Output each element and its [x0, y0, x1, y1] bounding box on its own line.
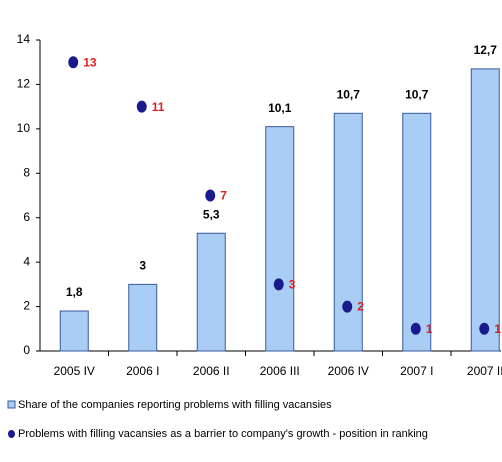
- bar-value-label: 10,7: [337, 87, 361, 101]
- x-tick-label: 2006 III: [260, 364, 300, 378]
- bar: [196, 232, 226, 352]
- x-tick-label: 2005 IV: [54, 364, 95, 378]
- dot-value-label: 11: [152, 100, 165, 114]
- bar-value-label: 5,3: [203, 207, 220, 221]
- x-tick-label: 2007 I: [400, 364, 433, 378]
- y-tick-label: 10: [17, 121, 31, 135]
- dot-value-label: 3: [289, 278, 296, 292]
- y-tick-label: 0: [23, 343, 30, 357]
- dot: [205, 189, 216, 202]
- dot-value-label: 7: [220, 189, 227, 203]
- bar: [59, 310, 89, 352]
- dot-value-label: 1: [426, 322, 433, 336]
- legend-label: Problems with filling vacansies as a bar…: [18, 428, 428, 440]
- dot: [68, 56, 79, 69]
- bar: [265, 126, 295, 352]
- x-tick-label: 2007 II: [467, 364, 502, 378]
- bar: [333, 112, 363, 352]
- dot: [479, 322, 490, 335]
- x-tick-label: 2006 I: [126, 364, 159, 378]
- dot: [342, 300, 353, 313]
- y-tick-label: 14: [17, 32, 31, 46]
- dot-value-label: 1: [494, 322, 501, 336]
- y-tick-label: 4: [23, 254, 30, 268]
- dot: [410, 322, 421, 335]
- bar-value-label: 12,7: [474, 43, 498, 57]
- bar-value-label: 10,7: [405, 87, 429, 101]
- bar-value-label: 1,8: [66, 285, 83, 299]
- y-tick-label: 8: [23, 165, 30, 179]
- x-tick-label: 2006 II: [193, 364, 230, 378]
- dot: [273, 278, 284, 291]
- y-tick-label: 6: [23, 210, 30, 224]
- legend-swatch: [7, 400, 16, 409]
- legend-label: Share of the companies reporting problem…: [18, 399, 332, 411]
- bar: [402, 112, 432, 352]
- bar-value-label: 10,1: [268, 101, 292, 115]
- y-tick-label: 12: [17, 77, 31, 91]
- x-tick-label: 2006 IV: [328, 364, 369, 378]
- legend-swatch: [8, 430, 15, 438]
- bar: [128, 283, 158, 352]
- y-tick-label: 2: [23, 299, 30, 313]
- bar-value-label: 3: [139, 259, 146, 273]
- dot-value-label: 13: [83, 55, 97, 69]
- dot: [136, 100, 147, 113]
- dot-value-label: 2: [357, 300, 364, 314]
- bar: [470, 68, 500, 352]
